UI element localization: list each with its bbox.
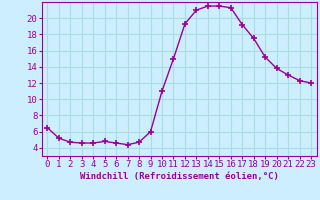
X-axis label: Windchill (Refroidissement éolien,°C): Windchill (Refroidissement éolien,°C) [80,172,279,181]
